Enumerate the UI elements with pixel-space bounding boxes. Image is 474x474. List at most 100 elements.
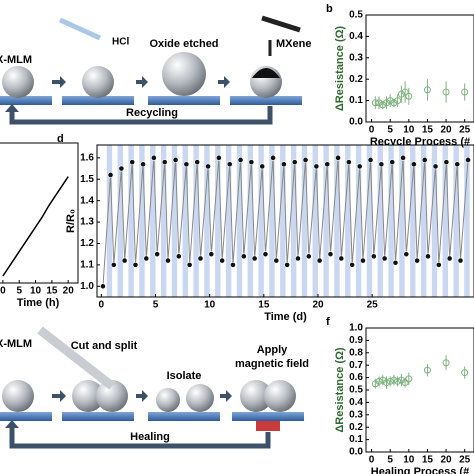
y-tick-label: 1.1: [80, 260, 94, 271]
point: [392, 259, 399, 266]
point: [219, 257, 226, 264]
y-axis-label: ΔResistance (Ω): [334, 347, 346, 433]
y-tick-label: 0.1: [349, 95, 363, 106]
arrow-head: [5, 420, 19, 428]
point: [389, 159, 396, 166]
droplet: [2, 66, 34, 98]
y-axis-label: ΔResistance (Ω): [334, 26, 346, 112]
point: [186, 261, 193, 268]
label: MXene: [276, 38, 311, 50]
point: [237, 157, 244, 163]
label: Recycling: [126, 107, 178, 119]
plate: [62, 412, 134, 421]
arrow: [136, 76, 148, 88]
point: [403, 251, 410, 258]
y-tick-label: 1.0: [349, 323, 363, 334]
stripe: [128, 145, 134, 297]
label: Cut and split: [71, 340, 138, 352]
stripe: [215, 145, 221, 297]
pipette: [58, 17, 102, 41]
point: [410, 161, 417, 168]
point: [371, 99, 379, 107]
arrow-head: [5, 104, 19, 112]
point: [240, 253, 247, 260]
x-axis-label: Healing Process (#: [371, 466, 469, 474]
y-tick-label: 0.7: [349, 360, 363, 371]
point: [291, 159, 298, 166]
label: X-MLM: [0, 54, 32, 66]
point: [442, 359, 450, 367]
point: [150, 154, 157, 161]
point: [129, 159, 136, 166]
panel-label: b: [326, 3, 333, 15]
point: [194, 159, 201, 166]
stripe: [160, 145, 167, 297]
point: [394, 97, 402, 105]
label: Oxide etched: [149, 38, 218, 50]
point: [143, 255, 150, 262]
point: [345, 159, 352, 166]
y-tick-label: 0.4: [349, 397, 363, 408]
point: [425, 253, 431, 260]
stripe: [388, 145, 394, 297]
y-tick-label: 0.4: [349, 31, 363, 42]
plot: [100, 145, 471, 297]
point: [443, 159, 450, 166]
point: [230, 261, 236, 268]
y-tick-label: 0.6: [349, 372, 363, 383]
x-tick-label: 5: [387, 455, 393, 466]
x-tick-label: 15: [46, 286, 58, 297]
stripe: [139, 145, 145, 297]
y-tick-label: 1.2: [80, 238, 94, 249]
point: [400, 154, 406, 161]
x-tick-label: 20: [441, 125, 453, 136]
y-tick-label: 1.3: [80, 217, 94, 228]
diagram-bottom: X-MLM Cut and split Isolate Apply magnet…: [0, 326, 309, 449]
stripe: [355, 145, 362, 297]
y-tick-label: 0.2: [349, 74, 363, 85]
diagram-top: X-MLM HCl Oxide etched MXene Recycling: [0, 15, 311, 125]
arrow: [136, 390, 148, 402]
x-tick-label: 10: [30, 286, 42, 297]
point: [208, 251, 215, 258]
point: [172, 157, 179, 163]
y-tick-label: 1.5: [80, 174, 94, 185]
stripe: [225, 145, 232, 297]
point: [121, 257, 128, 264]
point: [465, 157, 471, 163]
droplet: [156, 388, 180, 412]
x-tick-label: 5: [16, 286, 22, 297]
point: [405, 92, 413, 100]
plot: [371, 79, 469, 110]
x-tick-label: 0: [369, 125, 375, 136]
x-tick-label: 25: [459, 125, 471, 136]
stripe: [323, 145, 329, 297]
stripe: [171, 145, 178, 297]
arrow: [52, 390, 66, 402]
x-tick-label: 5: [153, 300, 159, 311]
stripe: [150, 145, 156, 297]
y-tick-label: 0.5: [349, 385, 363, 396]
x-axis-label: Time (d): [264, 311, 307, 323]
x-tick-label: 15: [422, 455, 434, 466]
point: [386, 377, 394, 385]
point: [432, 163, 439, 170]
point: [423, 366, 431, 374]
point: [435, 261, 442, 268]
point: [356, 163, 363, 170]
x-tick-label: 0: [99, 300, 105, 311]
stripe: [204, 145, 210, 297]
label: Healing: [130, 431, 170, 443]
point: [273, 257, 280, 264]
stripe: [345, 145, 351, 297]
plate: [232, 412, 304, 421]
point: [165, 257, 171, 264]
point: [305, 253, 312, 260]
x-tick-label: 10: [403, 455, 415, 466]
y-tick-label: 0.1: [349, 434, 363, 445]
point: [183, 161, 190, 168]
cycle-arrow: [9, 106, 273, 125]
droplet: [264, 380, 296, 412]
plate: [230, 96, 302, 105]
panel-label: f: [326, 316, 330, 328]
